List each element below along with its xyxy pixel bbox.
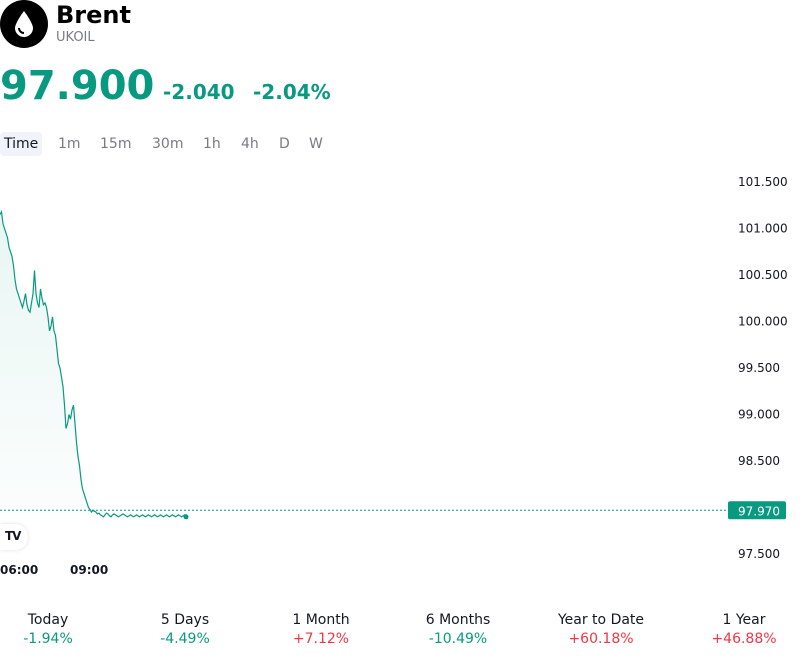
perf-item-1-month[interactable]: 1 Month +7.12%: [256, 610, 386, 648]
symbol-header: Brent UKOIL: [0, 0, 800, 60]
tab-1h[interactable]: 1h: [203, 136, 221, 152]
y-tick-label: 99.500: [738, 361, 780, 375]
perf-label: 1 Year: [722, 612, 766, 628]
oil-drop-icon: [0, 0, 48, 48]
perf-label: 5 Days: [160, 612, 210, 628]
last-price: 97.900: [0, 63, 155, 109]
last-price-label: 97.970: [738, 504, 780, 518]
x-tick-label: 09:00: [70, 563, 108, 577]
perf-label: Today: [27, 612, 69, 628]
tab-4h[interactable]: 4h: [241, 136, 259, 152]
last-price-dot: [183, 514, 189, 520]
tab-d[interactable]: D: [279, 136, 290, 152]
perf-item-1-year[interactable]: 1 Year +46.88%: [679, 610, 800, 648]
perf-value: -1.94%: [23, 631, 73, 647]
performance-row: Today -1.94% 5 Days -4.49% 1 Month +7.12…: [0, 610, 800, 650]
y-tick-label: 101.500: [738, 175, 788, 189]
y-tick-label: 100.500: [738, 268, 788, 282]
tradingview-logo[interactable]: TV: [0, 524, 28, 550]
perf-item-today[interactable]: Today -1.94%: [0, 610, 113, 648]
perf-item-year-to-date[interactable]: Year to Date +60.18%: [536, 610, 666, 648]
perf-item-5-days[interactable]: 5 Days -4.49%: [120, 610, 250, 648]
x-tick-label: 06:00: [0, 563, 38, 577]
y-tick-label: 99.000: [738, 408, 780, 422]
perf-value: +7.12%: [292, 631, 350, 647]
y-tick-label: 97.500: [738, 547, 780, 561]
perf-label: Year to Date: [557, 612, 645, 628]
perf-value: -4.49%: [160, 631, 210, 647]
symbol-ticker: UKOIL: [56, 30, 95, 45]
y-tick-label: 101.000: [738, 222, 788, 236]
price-chart[interactable]: 101.500 101.000 100.500 100.000 99.500 99.000…: [0, 168, 800, 588]
perf-value: +46.88%: [711, 631, 777, 647]
tab-30m[interactable]: 30m: [152, 136, 184, 152]
tab-15m[interactable]: 15m: [100, 136, 132, 152]
price-change: -2.040: [163, 80, 235, 104]
perf-value: +60.18%: [568, 631, 634, 647]
timeframe-tabs: Time 1m 15m 30m 1h 4h D W: [0, 132, 400, 156]
tab-time[interactable]: Time: [0, 132, 43, 156]
last-price-label-bg: [728, 501, 786, 520]
symbol-name[interactable]: Brent: [56, 1, 131, 29]
perf-item-6-months[interactable]: 6 Months -10.49%: [393, 610, 523, 648]
price-area: [0, 211, 186, 517]
y-tick-label: 100.000: [738, 315, 788, 329]
perf-value: -10.49%: [428, 631, 488, 647]
perf-label: 1 Month: [292, 612, 350, 628]
tab-1m[interactable]: 1m: [58, 136, 81, 152]
y-tick-label: 98.500: [738, 454, 780, 468]
tab-w[interactable]: W: [309, 136, 323, 152]
price-change-percent: -2.04%: [253, 80, 331, 104]
perf-label: 6 Months: [425, 612, 491, 628]
quote-row: 97.900 -2.040 -2.04%: [0, 62, 800, 112]
price-chart-svg: 101.500 101.000 100.500 100.000 99.500 99.000…: [0, 175, 788, 577]
